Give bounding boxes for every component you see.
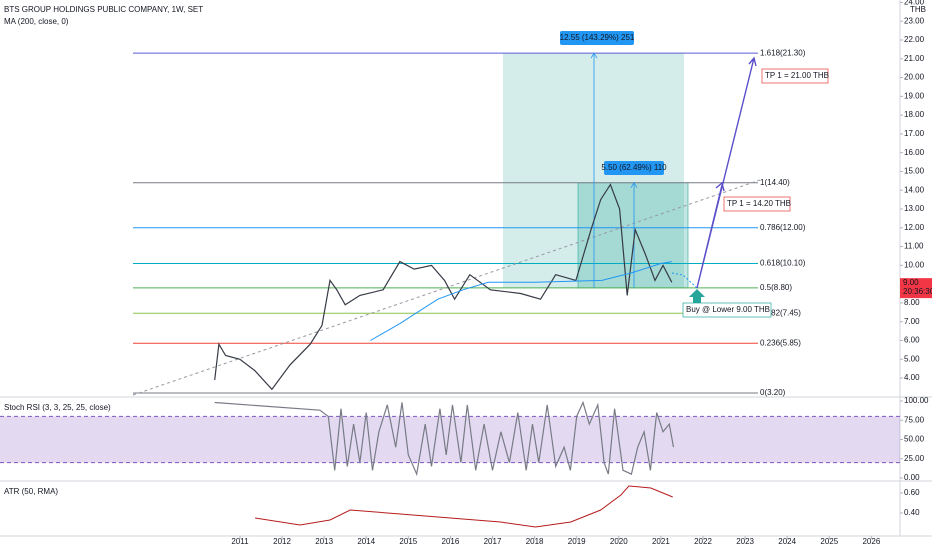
y-tick-label: 5.00 — [904, 354, 920, 363]
y-tick-label: 4.00 — [904, 373, 920, 382]
x-tick-label: 2026 — [862, 537, 880, 546]
measure-label-box — [560, 31, 634, 45]
y-tick-label: 23.00 — [904, 16, 925, 25]
last-price-box — [900, 278, 932, 299]
x-tick-label: 2013 — [315, 537, 333, 546]
measure-arrowhead — [590, 52, 598, 59]
x-tick-label: 2017 — [484, 537, 502, 546]
fib-label: 0.382(7.45) — [760, 308, 801, 317]
atr-line — [255, 485, 673, 528]
y-tick-label: 24.00 — [904, 0, 925, 7]
y-tick-label: 0.00 — [904, 473, 920, 482]
x-tick-label: 2011 — [231, 537, 249, 546]
x-tick-label: 2025 — [820, 537, 838, 546]
y-tick-label: 16.00 — [904, 148, 925, 157]
y-tick-label: 25.00 — [904, 454, 925, 463]
fib-label: 0.5(8.80) — [760, 283, 792, 292]
stoch-line — [214, 400, 675, 477]
note-label: Buy @ Lower 9.00 THB — [686, 305, 770, 314]
y-tick-label: 19.00 — [904, 91, 925, 100]
x-tick-label: 2012 — [273, 537, 291, 546]
y-tick-label: 6.00 — [904, 336, 920, 345]
note-box — [761, 68, 829, 84]
pane-title: ATR (50, RMA) — [4, 487, 58, 496]
y-tick-label: 100.00 — [904, 396, 929, 405]
countdown: 20:36:30 — [903, 287, 932, 296]
fib-label: 1.618(21.30) — [760, 48, 806, 57]
fib-label: 1(14.40) — [760, 178, 790, 187]
y-tick-label: 21.00 — [904, 54, 925, 63]
fib-label: 0.236(5.85) — [760, 338, 801, 347]
y-tick-label: 75.00 — [904, 415, 925, 424]
price-axis — [900, 0, 932, 550]
y-tick-label: 14.00 — [904, 185, 925, 194]
last-price-label: 9.00 — [903, 278, 919, 287]
x-tick-label: 2020 — [610, 537, 628, 546]
x-tick-label: 2024 — [778, 537, 796, 546]
y-tick-label: 11.00 — [904, 242, 924, 251]
y-tick-label: 0.60 — [904, 488, 920, 497]
pane-title: Stoch RSI (3, 3, 25, 25, close) — [4, 403, 111, 412]
chart-title: BTS GROUP HOLDINGS PUBLIC COMPANY, 1W, S… — [4, 5, 203, 14]
target-zone — [577, 182, 689, 289]
buy-arrow — [689, 289, 705, 303]
y-tick-label: 17.00 — [904, 129, 925, 138]
y-tick-label: 0.40 — [904, 508, 920, 517]
measure-label: 5.50 (62.49%) 110 — [601, 163, 667, 172]
measure-label-box — [604, 161, 664, 175]
ma-line — [370, 261, 672, 341]
x-tick-label: 2015 — [399, 537, 417, 546]
y-tick-label: 18.00 — [904, 110, 925, 119]
projection-arrow — [696, 56, 757, 289]
y-tick-label: 12.00 — [904, 223, 925, 232]
y-unit: THB — [910, 5, 926, 14]
fib-label: 0(3.20) — [760, 388, 786, 397]
x-tick-label: 2018 — [526, 537, 544, 546]
x-tick-label: 2023 — [736, 537, 754, 546]
y-tick-label: 10.00 — [904, 260, 925, 269]
y-tick-label: 50.00 — [904, 435, 925, 444]
measure-arrowhead — [630, 181, 638, 188]
measure-label: 12.55 (143.29%) 251 — [560, 33, 635, 42]
x-tick-label: 2019 — [568, 537, 586, 546]
y-tick-label: 13.00 — [904, 204, 925, 213]
y-tick-label: 22.00 — [904, 35, 925, 44]
note-box — [723, 196, 791, 212]
y-tick-label: 7.00 — [904, 317, 920, 326]
y-tick-label: 20.00 — [904, 73, 925, 82]
fib-label: 0.786(12.00) — [760, 223, 806, 232]
note-label: TP 1 = 14.20 THB — [727, 199, 791, 208]
y-tick-label: 8.00 — [904, 298, 920, 307]
x-tick-label: 2022 — [694, 537, 712, 546]
note-label: TP 1 = 21.00 THB — [765, 71, 829, 80]
note-box — [682, 302, 772, 318]
fib-label: 0.618(10.10) — [760, 259, 806, 268]
y-tick-label: 15.00 — [904, 167, 925, 176]
x-tick-label: 2014 — [357, 537, 375, 546]
ma-legend: MA (200, close, 0) — [4, 17, 69, 26]
x-tick-label: 2021 — [652, 537, 670, 546]
price-line — [214, 183, 673, 391]
x-tick-label: 2016 — [442, 537, 460, 546]
